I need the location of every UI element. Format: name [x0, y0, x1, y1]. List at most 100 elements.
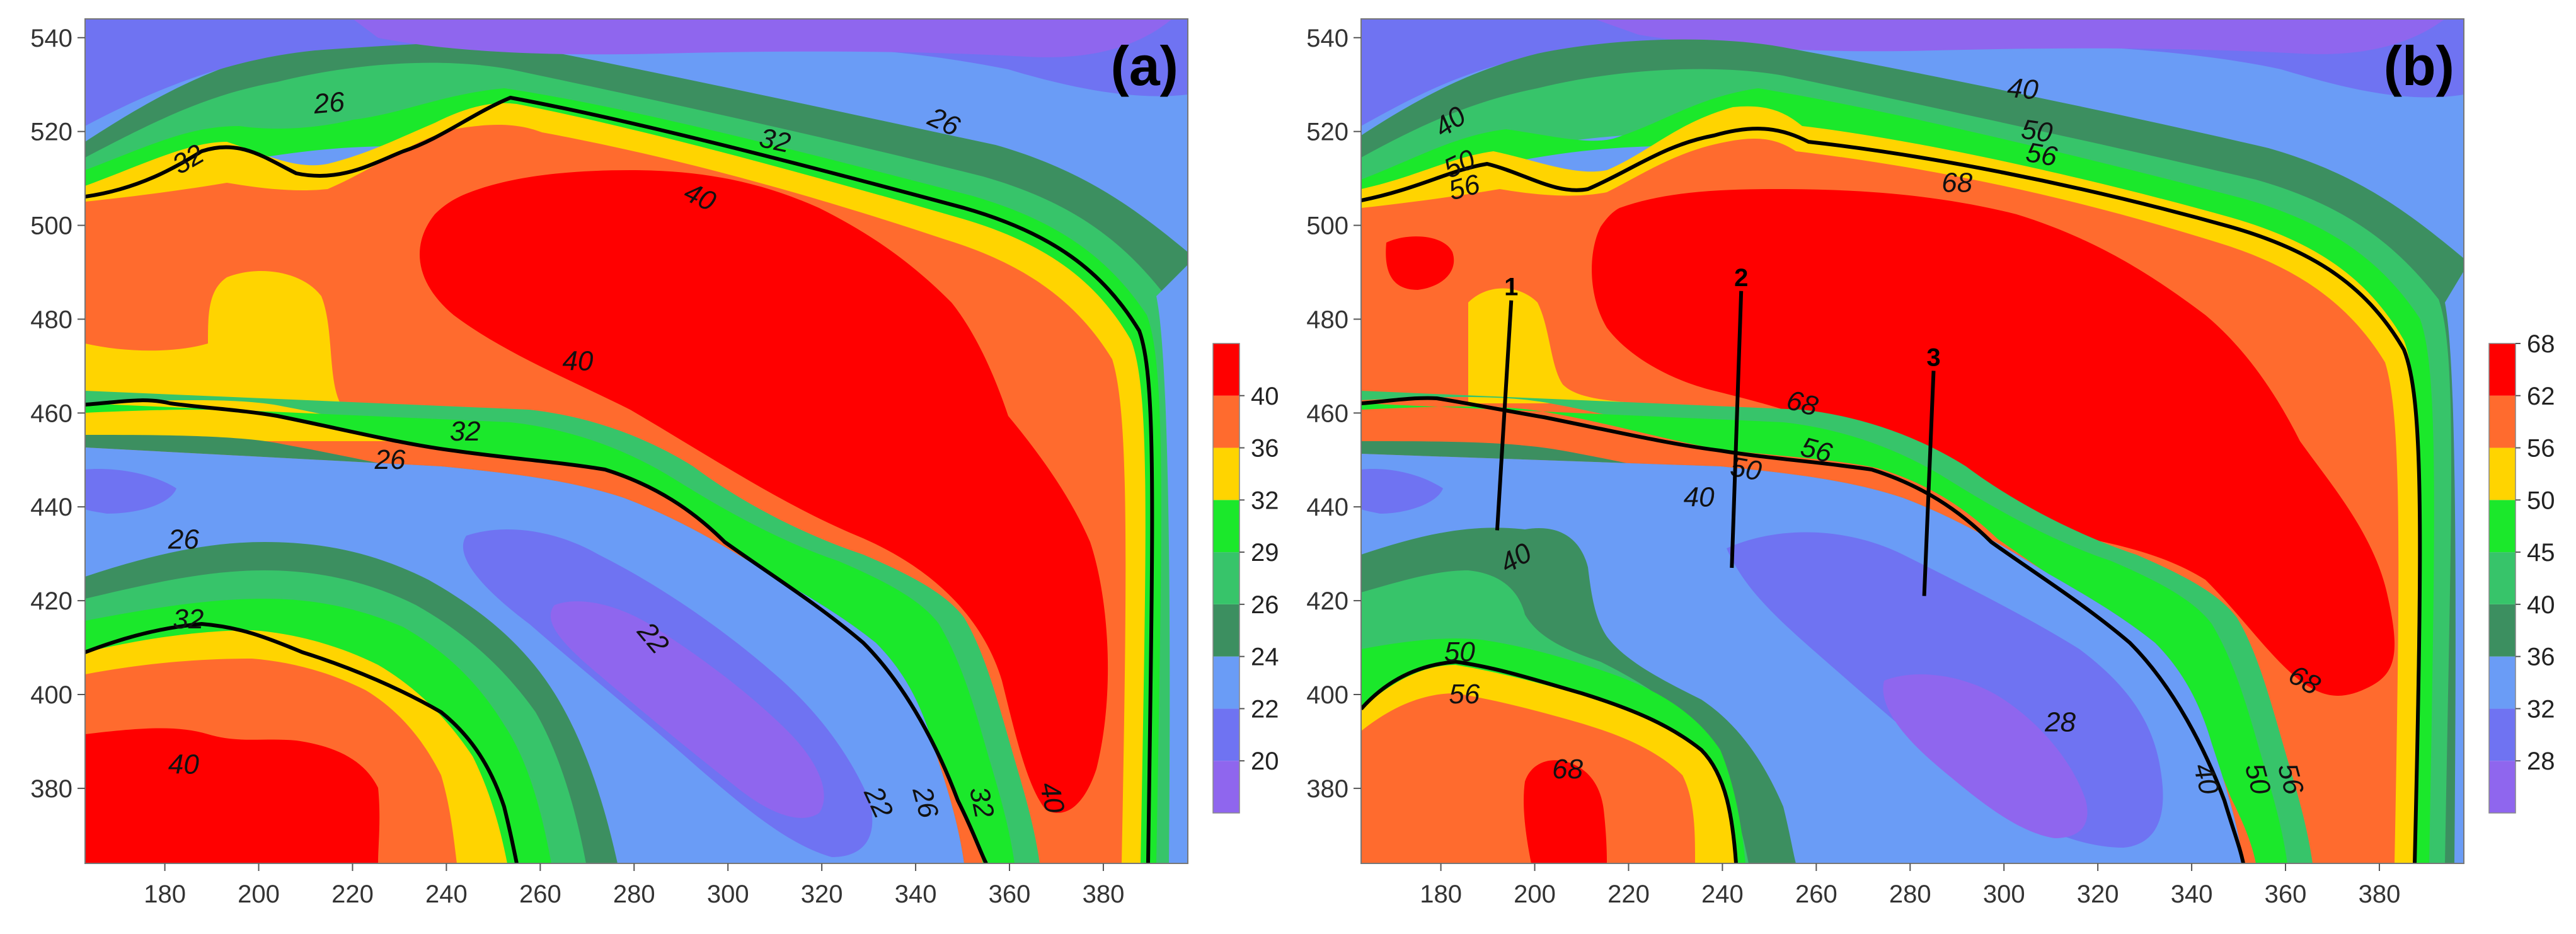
panel-b-contour-56-mid: [1361, 396, 2245, 863]
y-tick-label: 380: [1306, 775, 1348, 803]
y-tick-label: 540: [1306, 25, 1348, 52]
colorbar-swatch: [1213, 761, 1239, 813]
colorbar-swatch: [2489, 447, 2516, 500]
contour-label: 32: [173, 604, 204, 635]
x-tick-label: 280: [1889, 880, 1931, 908]
x-tick-label: 220: [331, 880, 374, 908]
panel-b-contour-56-lower: [1361, 659, 1738, 863]
colorbar-swatch: [1213, 708, 1239, 761]
x-tick-label: 360: [989, 880, 1031, 908]
colorbar-frame: [1212, 343, 1240, 814]
panel-b-band-28-top: [1594, 19, 2445, 54]
colorbar-swatch: [1213, 343, 1239, 396]
colorbar-label: 45: [2527, 539, 2555, 567]
panel-a-contour-32-mid: [85, 398, 988, 863]
colorbar-swatch: [2489, 604, 2516, 657]
y-tick-label: 380: [30, 775, 72, 803]
colorbar-swatch: [1213, 500, 1239, 553]
contour-label: 28: [2044, 707, 2076, 738]
panel-a-contour-32-upper: [85, 95, 1154, 863]
colorbar-label: 26: [1251, 591, 1279, 619]
y-tick-label: 480: [30, 306, 72, 333]
panel-b-label: (b): [2384, 35, 2454, 97]
contour-label: 32: [757, 122, 793, 159]
colorbar-label: 36: [1251, 435, 1279, 463]
panel-b-contour-field: [1361, 19, 2464, 863]
colorbar-swatch: [2489, 395, 2516, 448]
section-line: [1922, 371, 1936, 596]
y-tick-label: 440: [30, 493, 72, 521]
y-tick-label: 520: [1306, 118, 1348, 146]
colorbar-swatch: [1213, 656, 1239, 709]
y-tick-label: 540: [30, 25, 72, 52]
x-tick-label: 300: [1983, 880, 2025, 908]
y-tick-label: 440: [1306, 493, 1348, 521]
colorbar-label: 22: [1251, 695, 1279, 723]
panel-a-band-20-top: [353, 19, 1172, 57]
contour-label: 26: [312, 86, 347, 120]
x-tick-label: 300: [707, 880, 749, 908]
x-tick-label: 260: [1795, 880, 1837, 908]
panel-b-band-68-core: [1592, 189, 2395, 696]
colorbar-label: 32: [1251, 487, 1279, 514]
colorbar-label: 29: [1251, 539, 1279, 567]
x-tick-label: 340: [2171, 880, 2213, 908]
colorbar-label: 28: [2527, 747, 2555, 775]
colorbar-swatch: [2489, 343, 2516, 396]
y-tick-label: 400: [1306, 681, 1348, 709]
x-tick-label: 380: [2359, 880, 2401, 908]
panel-b-axes: 180 200 220 240 260 280 300 320 340 360 3803804004…: [1306, 25, 2400, 908]
section-line-label: 1: [1504, 274, 1518, 301]
contour-label: 50: [2020, 114, 2055, 149]
panel-a-colorbar: 20 22 24 26 29 32 36 40: [1212, 343, 1279, 814]
panel-a-axes: 180 200 220 240 260 280 300 320 340 360 380 380 400 4…: [30, 25, 1124, 908]
x-tick-label: 220: [1607, 880, 1650, 908]
panel-b-band-36-right: [2445, 271, 2464, 863]
colorbar-swatch: [2489, 708, 2516, 761]
x-tick-label: 200: [1514, 880, 1556, 908]
contour-label: 26: [374, 444, 406, 475]
colorbar-frame: [2488, 343, 2516, 814]
x-tick-label: 240: [1701, 880, 1744, 908]
x-tick-label: 280: [613, 880, 655, 908]
colorbar-label: 50: [2527, 487, 2555, 514]
x-tick-label: 340: [895, 880, 937, 908]
colorbar-label: 68: [2527, 330, 2555, 358]
contour-label: 40: [562, 345, 593, 376]
colorbar-swatch: [2489, 500, 2516, 553]
x-tick-label: 380: [1083, 880, 1125, 908]
colorbar-swatch: [1213, 552, 1239, 604]
contour-label: 50: [1444, 637, 1475, 667]
panel-b-red-blob-left: [1386, 236, 1454, 290]
y-tick-label: 420: [30, 587, 72, 615]
section-line-label: 3: [1926, 343, 1940, 371]
panel-b-band-28-low: [1883, 674, 2088, 838]
x-tick-label: 180: [1420, 880, 1462, 908]
y-tick-label: 500: [1306, 212, 1348, 240]
y-tick-label: 400: [30, 681, 72, 709]
contour-label: 68: [1552, 754, 1583, 785]
section-line: [1495, 300, 1514, 531]
colorbar-swatch: [2489, 656, 2516, 709]
panel-a-band-22-left: [85, 469, 176, 514]
panel-b-band-68-lowleft: [1524, 760, 1607, 863]
panel-a-contour-field: [85, 19, 1188, 863]
panel-a-band-24-right: [1156, 265, 1188, 863]
y-tick-label: 520: [30, 118, 72, 146]
x-tick-label: 200: [238, 880, 280, 908]
y-tick-label: 500: [30, 212, 72, 240]
colorbar-swatch: [1213, 395, 1239, 448]
y-tick-label: 420: [1306, 587, 1348, 615]
x-tick-label: 360: [2265, 880, 2307, 908]
colorbar-label: 40: [2527, 591, 2555, 619]
colorbar-label: 24: [1251, 643, 1279, 671]
panel-a-band-20-low: [550, 601, 824, 818]
contour-label: 56: [2024, 137, 2060, 173]
colorbar-swatch: [1213, 447, 1239, 500]
panel-b-colorbar: 28 32 36 40 45 50 56 62 68: [2488, 330, 2555, 814]
